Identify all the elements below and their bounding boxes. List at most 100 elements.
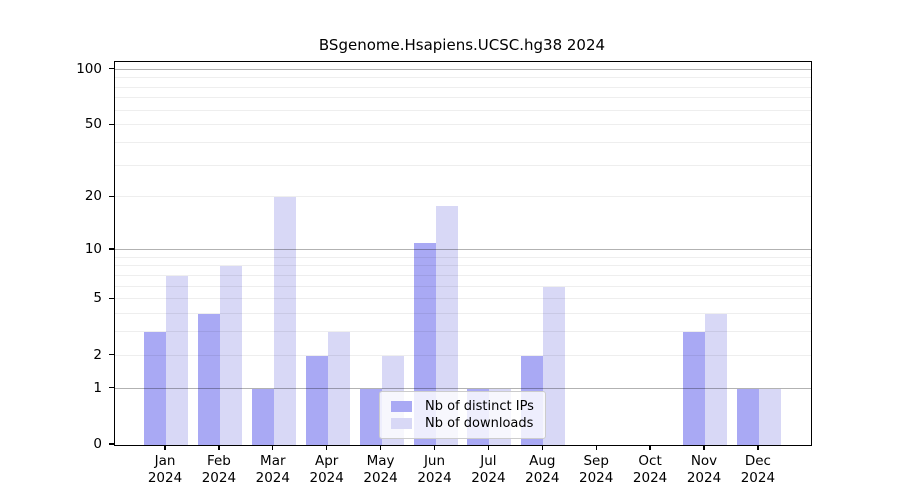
gridline-major-100 xyxy=(115,68,811,70)
x-tick-mark-oct xyxy=(649,445,651,450)
x-tick-year-dec: 2024 xyxy=(740,469,776,486)
chart-title: BSgenome.Hsapiens.UCSC.hg38 2024 xyxy=(318,36,606,54)
y-tick-mark-10 xyxy=(109,248,115,250)
x-tick-mark-jan xyxy=(164,445,166,450)
grid-layer xyxy=(115,62,811,445)
bar-nb-of-distinct-ips-dec xyxy=(736,388,759,445)
bar-nb-of-downloads-jan xyxy=(166,275,188,445)
x-tick-mark-jul xyxy=(487,445,490,450)
gridline-minor-20 xyxy=(115,196,811,198)
legend-swatch-nb-of-distinct-ips xyxy=(391,401,412,412)
gridline-minor-70 xyxy=(115,97,811,99)
gridline-minor-50 xyxy=(115,124,811,126)
y-tick-mark-5 xyxy=(109,297,115,299)
bar-nb-of-downloads-feb xyxy=(219,266,242,445)
y-tick-label-100: 100 xyxy=(76,60,102,77)
y-tick-mark-2 xyxy=(109,354,115,356)
x-tick-label-dec: Dec 2024 xyxy=(728,453,788,486)
y-axis: 0 1 2 5 10 20 50 100 xyxy=(0,60,115,452)
legend-swatch-nb-of-downloads xyxy=(391,418,412,429)
bar-nb-of-downloads-mar xyxy=(273,197,296,445)
gridline-major-10 xyxy=(115,249,811,250)
bar-nb-of-downloads-jun xyxy=(435,205,458,445)
gridline-minor-2 xyxy=(115,354,811,356)
gridline-minor-80 xyxy=(115,86,811,88)
x-tick-year-jan: 2024 xyxy=(147,469,183,486)
bar-nb-of-downloads-dec xyxy=(758,388,781,445)
x-tick-year-jun: 2024 xyxy=(417,469,452,486)
x-tick-mark-feb xyxy=(218,445,220,450)
x-tick-mark-mar xyxy=(272,445,274,450)
x-axis: Jan 2024 Feb 2024 Mar 2024 Apr 2024 May 2024 Jun 20… xyxy=(114,445,810,500)
gridline-minor-6 xyxy=(115,285,811,287)
bar-nb-of-distinct-ips-apr xyxy=(305,355,328,445)
gridline-minor-7 xyxy=(115,274,811,276)
legend-item-nb-of-downloads: Nb of downloads xyxy=(391,415,534,432)
x-tick-mark-nov xyxy=(703,445,705,450)
gridline-minor-4 xyxy=(115,313,811,315)
x-tick-label-aug: Aug 2024 xyxy=(512,453,572,486)
bar-nb-of-downloads-apr xyxy=(327,332,350,445)
x-tick-year-sep: 2024 xyxy=(579,469,614,486)
x-tick-month-nov: Nov xyxy=(690,453,718,469)
x-tick-month-mar: Mar xyxy=(260,453,286,469)
x-tick-label-sep: Sep 2024 xyxy=(566,453,626,486)
x-tick-mark-may xyxy=(379,445,382,450)
bar-nb-of-downloads-aug xyxy=(543,286,566,445)
y-tick-label-10: 10 xyxy=(84,241,102,257)
y-tick-mark-100 xyxy=(109,68,115,70)
x-tick-month-jan: Jan xyxy=(154,453,176,469)
y-tick-label-20: 20 xyxy=(84,188,102,205)
gridline-minor-8 xyxy=(115,265,811,267)
x-tick-label-oct: Oct 2024 xyxy=(620,453,680,486)
x-tick-month-aug: Aug xyxy=(529,453,556,469)
x-tick-label-feb: Feb 2024 xyxy=(189,453,249,486)
x-tick-mark-sep xyxy=(595,445,597,450)
bar-nb-of-downloads-nov xyxy=(705,314,727,445)
y-tick-label-0: 0 xyxy=(93,436,102,452)
x-tick-year-jul: 2024 xyxy=(471,469,506,486)
gridline-minor-3 xyxy=(115,331,811,333)
y-tick-label-50: 50 xyxy=(84,116,102,133)
y-tick-mark-1 xyxy=(109,386,115,389)
x-tick-month-dec: Dec xyxy=(744,453,771,469)
legend-item-nb-of-distinct-ips: Nb of distinct IPs xyxy=(391,398,534,415)
gridline-minor-60 xyxy=(115,109,811,111)
x-tick-label-apr: Apr 2024 xyxy=(297,453,357,486)
x-tick-year-aug: 2024 xyxy=(525,469,560,486)
gridline-minor-40 xyxy=(115,142,811,143)
x-tick-label-mar: Mar 2024 xyxy=(243,453,303,486)
gridline-minor-5 xyxy=(115,298,811,300)
bar-nb-of-distinct-ips-jan xyxy=(144,332,166,445)
gridline-minor-30 xyxy=(115,164,811,166)
x-tick-label-jul: Jul 2024 xyxy=(458,453,518,486)
x-tick-year-may: 2024 xyxy=(363,469,398,486)
y-tick-mark-20 xyxy=(109,195,115,198)
x-tick-month-oct: Oct xyxy=(638,453,662,469)
legend: Nb of distinct IPs Nb of downloads xyxy=(379,391,546,439)
x-tick-month-apr: Apr xyxy=(315,453,339,469)
x-tick-month-jun: Jun xyxy=(423,453,446,469)
x-tick-year-feb: 2024 xyxy=(201,469,237,486)
legend-label-nb-of-downloads: Nb of downloads xyxy=(425,416,534,431)
x-tick-mark-aug xyxy=(541,445,543,450)
legend-label-nb-of-distinct-ips: Nb of distinct IPs xyxy=(425,399,534,414)
y-tick-mark-50 xyxy=(109,123,115,125)
y-tick-label-2: 2 xyxy=(93,346,102,363)
x-tick-month-sep: Sep xyxy=(583,453,609,469)
gridline-minor-9 xyxy=(115,256,811,258)
gridline-major-1 xyxy=(115,387,811,389)
x-tick-mark-dec xyxy=(757,445,759,450)
gridline-minor-90 xyxy=(115,77,811,79)
x-tick-year-nov: 2024 xyxy=(686,469,722,486)
x-tick-month-may: May xyxy=(366,453,395,469)
bar-nb-of-distinct-ips-may xyxy=(359,388,382,445)
x-tick-month-jul: Jul xyxy=(480,453,497,469)
y-tick-label-5: 5 xyxy=(93,290,102,307)
x-tick-year-apr: 2024 xyxy=(309,469,344,486)
plot-area xyxy=(114,61,812,446)
bar-nb-of-distinct-ips-mar xyxy=(251,388,274,445)
x-tick-year-oct: 2024 xyxy=(632,469,668,486)
x-tick-mark-jun xyxy=(433,445,436,450)
